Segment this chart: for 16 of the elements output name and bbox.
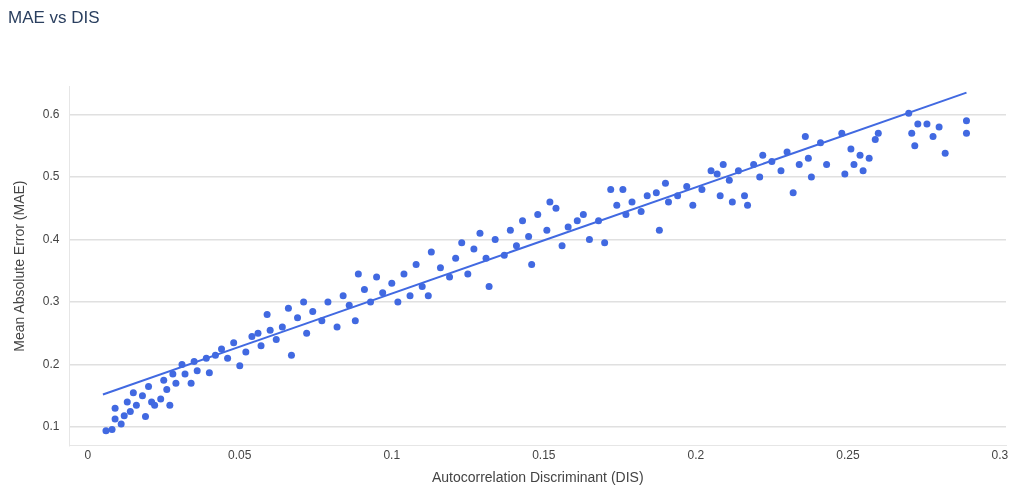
y-tick-label: 0.3 — [42, 294, 60, 309]
x-axis-title: Autocorrelation Discriminant (DIS) — [431, 469, 644, 486]
x-tick-label: 0.2 — [687, 448, 705, 463]
y-tick-label: 0.2 — [42, 356, 60, 371]
x-tick-label: 0.1 — [383, 448, 401, 463]
y-axis-title: Mean Absolute Error (MAE) — [11, 180, 28, 352]
x-tick-label: 0.15 — [532, 448, 556, 463]
x-tick-label: 0.05 — [228, 448, 252, 463]
y-tick-label: 0.6 — [42, 106, 60, 121]
y-tick-label: 0.4 — [42, 231, 60, 246]
x-tick-label: 0.25 — [836, 448, 860, 463]
x-tick-label: 0.3 — [991, 448, 1009, 463]
y-tick-label: 0.1 — [42, 419, 60, 434]
y-tick-label: 0.5 — [42, 169, 60, 184]
chart-title: MAE vs DIS — [8, 7, 100, 27]
x-tick-label: 0 — [84, 448, 92, 463]
